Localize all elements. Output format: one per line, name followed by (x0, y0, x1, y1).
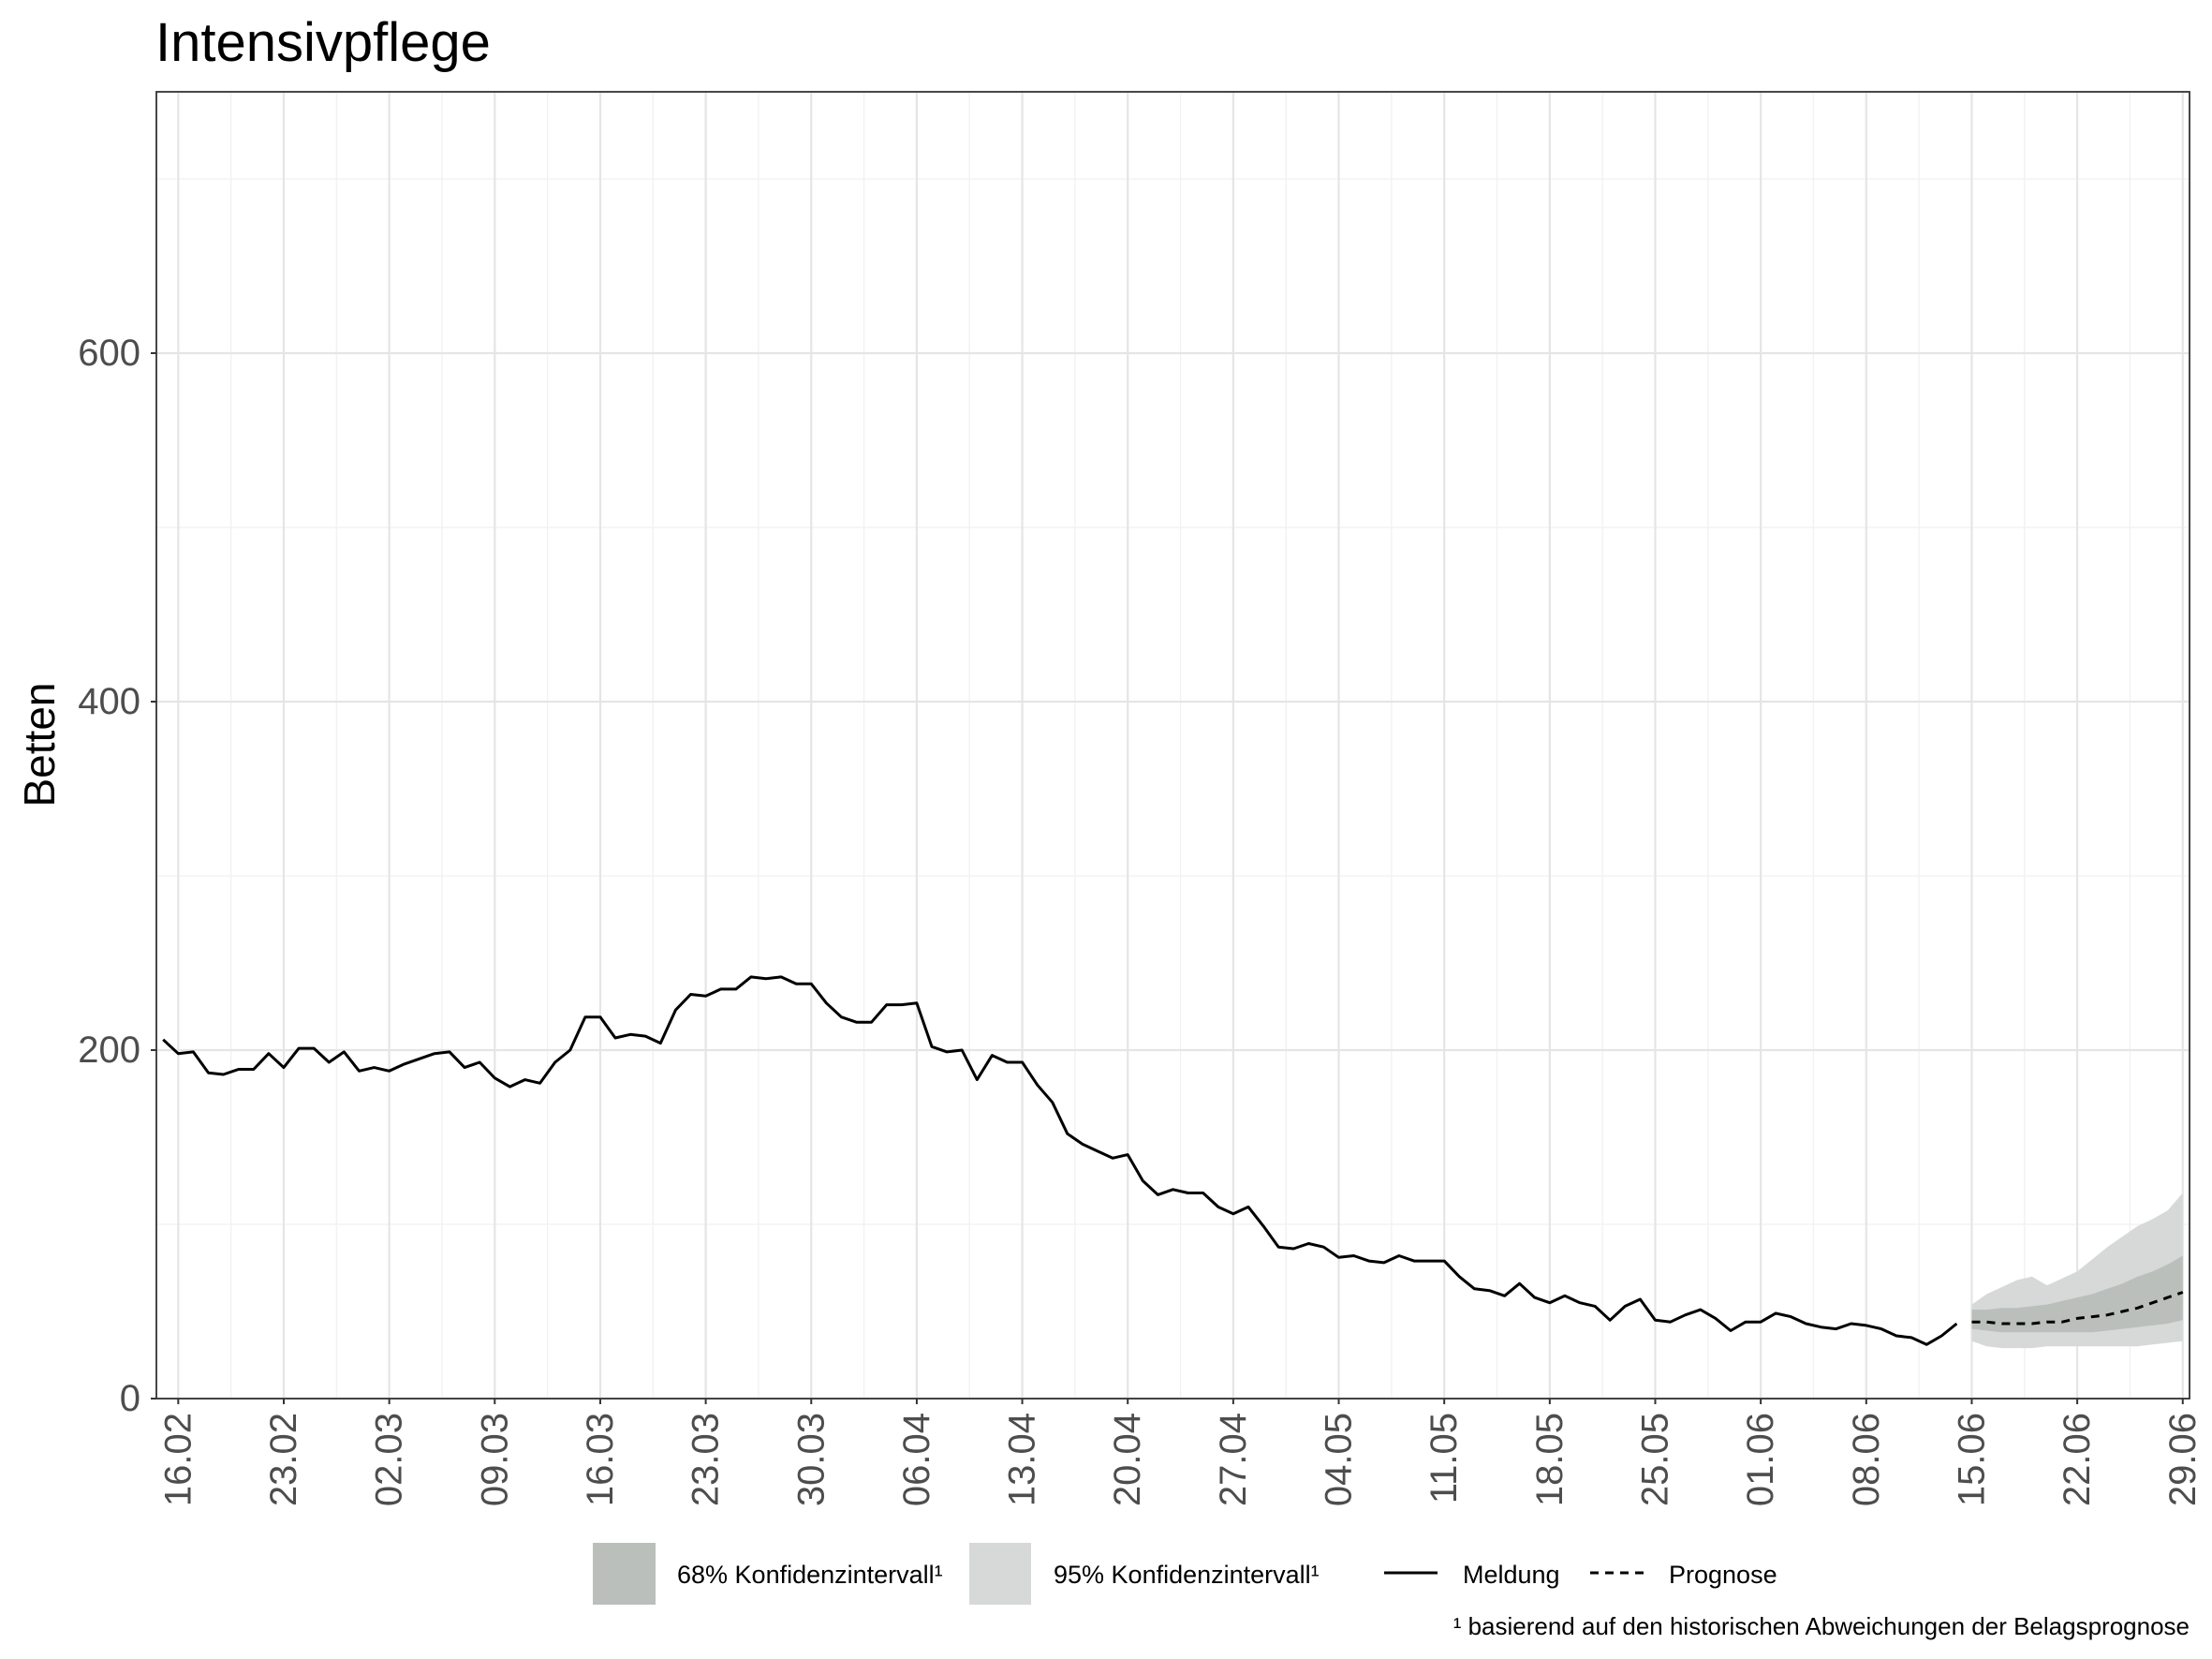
legend-label-prognose: Prognose (1669, 1561, 1777, 1589)
plot-panel-border (155, 91, 2190, 1400)
series-lines (162, 975, 2184, 1346)
x-tick-label: 18.05 (1529, 1413, 1571, 1506)
x-tick-label: 01.06 (1740, 1413, 1781, 1506)
series-line-meldung (162, 975, 1958, 1346)
series-line-prognose (1971, 1291, 2184, 1326)
footnote: ¹ basierend auf den historischen Abweich… (1453, 1612, 2190, 1640)
legend-label-95-percent-band: 95% Konfidenzintervall¹ (1054, 1561, 1320, 1589)
x-tick-label: 13.04 (1002, 1413, 1043, 1506)
x-tick-label: 11.05 (1423, 1413, 1465, 1503)
minor-gridlines (156, 92, 2190, 1399)
confidence-band-68-percent (1971, 1255, 2183, 1333)
x-tick-label: 23.03 (686, 1413, 727, 1506)
x-tick-label: 16.02 (157, 1413, 199, 1506)
x-tick-label: 06.04 (896, 1413, 937, 1506)
y-tick-label: 200 (78, 1029, 140, 1071)
x-tick-label: 09.03 (474, 1413, 515, 1506)
x-tick-label: 27.04 (1213, 1413, 1254, 1506)
y-axis: 0 200 400 600 (78, 333, 156, 1419)
plot-panel-background (156, 92, 2190, 1399)
x-tick-label: 15.06 (1952, 1413, 1993, 1506)
legend-swatch-68-percent-band (593, 1543, 656, 1605)
y-axis-label: Betten (15, 683, 64, 807)
x-tick-label: 23.02 (263, 1413, 304, 1506)
y-tick-label: 600 (78, 333, 140, 374)
x-tick-label: 20.04 (1107, 1413, 1148, 1506)
chart-title: Intensivpflege (155, 12, 491, 73)
legend-label-meldung: Meldung (1463, 1561, 1560, 1589)
major-gridlines (156, 92, 2190, 1400)
x-axis: 16.02 23.02 02.03 09.03 16.03 23.03 30.03 06.04… (157, 1399, 2204, 1506)
legend-label-68-percent-band: 68% Konfidenzintervall¹ (677, 1561, 943, 1589)
legend-swatch-95-percent-band (969, 1543, 1031, 1605)
x-tick-label: 30.03 (790, 1413, 832, 1506)
x-tick-label: 08.06 (1846, 1413, 1887, 1506)
x-tick-label: 04.05 (1319, 1413, 1360, 1506)
x-tick-label: 16.03 (580, 1413, 621, 1506)
x-tick-label: 29.06 (2162, 1413, 2204, 1506)
x-tick-label: 22.06 (2057, 1413, 2098, 1506)
y-tick-label: 400 (78, 681, 140, 722)
y-tick-label: 0 (120, 1378, 140, 1419)
x-tick-label: 25.05 (1635, 1413, 1676, 1506)
x-tick-label: 02.03 (369, 1413, 410, 1506)
confidence-bands (1971, 1192, 2183, 1349)
legend: 68% Konfidenzintervall¹ 95% Konfidenzint… (593, 1543, 1777, 1605)
